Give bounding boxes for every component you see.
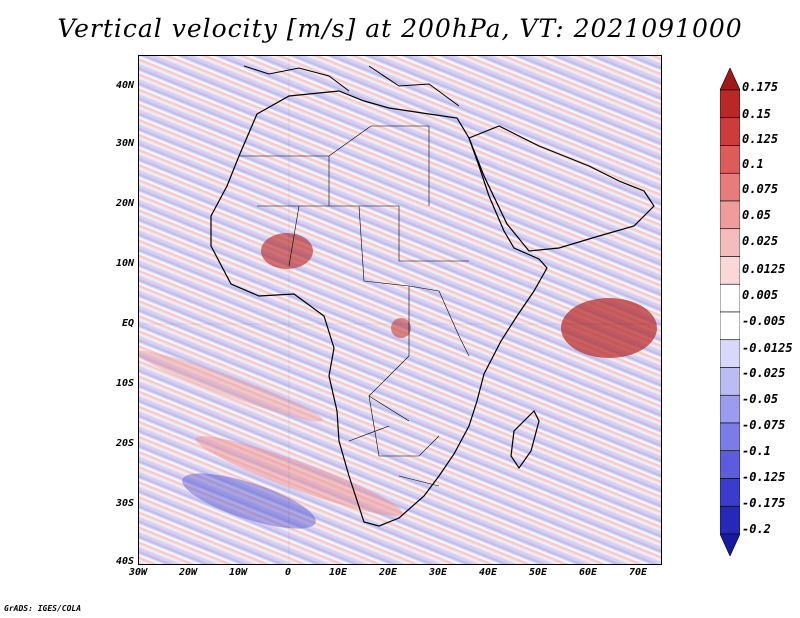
colorbar-swatch	[720, 367, 740, 396]
colorbar-swatch	[720, 283, 740, 313]
lon-label-0: 0	[284, 567, 292, 578]
lat-label-20n: 20N	[115, 198, 134, 209]
lon-label-10e: 10E	[328, 567, 348, 578]
colorbar-label: 0.15	[742, 107, 771, 121]
colorbar-swatch	[720, 339, 740, 368]
mediterranean-coast	[243, 65, 460, 107]
lat-label-30n: 30N	[115, 138, 134, 149]
colorbar-swatch	[720, 89, 740, 119]
lat-label-40s: 40S	[115, 556, 134, 567]
lon-label-20e: 20E	[378, 567, 398, 578]
madagascar-coastline	[510, 409, 540, 470]
field-updraft-west-africa	[261, 233, 313, 269]
colorbar-swatch	[720, 422, 740, 452]
grads-credit: GrADS: IGES/COLA	[4, 604, 82, 613]
colorbar-swatch	[720, 117, 740, 146]
colorbar-label: 0.0125	[742, 262, 786, 276]
colorbar-label: -0.175	[742, 496, 786, 510]
colorbar-label: -0.075	[742, 418, 786, 432]
colorbar-swatch	[720, 533, 740, 556]
colorbar-label: 0.075	[742, 182, 779, 196]
lat-label-10n: 10N	[115, 258, 134, 269]
map-graticule	[139, 56, 661, 564]
colorbar-label: 0.025	[742, 234, 779, 248]
colorbar-label: 0.175	[742, 80, 779, 94]
colorbar-swatch	[720, 394, 740, 424]
colorbar-label: -0.1	[742, 444, 771, 458]
lon-label-40e: 40E	[478, 567, 498, 578]
map-canvas	[139, 56, 661, 564]
country-borders	[239, 125, 470, 487]
colorbar-swatch	[720, 145, 740, 174]
velocity-map-panel	[138, 55, 662, 565]
field-positive-band-middle	[139, 350, 324, 422]
colorbar-swatch	[720, 505, 740, 535]
colorbar-label: -0.005	[742, 314, 786, 328]
lat-label-10s: 10S	[115, 378, 134, 389]
field-positive-band-south	[195, 436, 403, 516]
lat-label-30s: 30S	[115, 498, 134, 509]
field-updraft-east-africa	[391, 318, 411, 338]
colorbar-swatch	[720, 478, 740, 507]
lat-label-20s: 20S	[115, 438, 134, 449]
colorbar-label: -0.05	[742, 392, 779, 406]
colorbar-swatch	[720, 200, 740, 230]
colorbar	[720, 68, 740, 556]
colorbar-label: 0.05	[742, 208, 771, 222]
colorbar-swatch	[720, 311, 740, 341]
colorbar-label: -0.125	[742, 470, 786, 484]
field-downdraft-south	[182, 473, 316, 529]
lon-label-30e: 30E	[428, 567, 448, 578]
colorbar-swatch	[720, 68, 740, 91]
lon-label-10w: 10W	[228, 567, 248, 578]
colorbar-label: 0.125	[742, 132, 779, 146]
colorbar-label: 0.1	[742, 157, 764, 171]
lon-label-60e: 60E	[578, 567, 598, 578]
colorbar-label: -0.2	[742, 522, 771, 536]
map-title: Vertical velocity [m/s] at 200hPa, VT: 2…	[57, 14, 743, 43]
arabia-coastline	[468, 125, 655, 252]
lat-label-eq: EQ	[121, 318, 134, 329]
lat-label-40n: 40N	[115, 80, 134, 91]
colorbar-label: -0.0125	[742, 341, 793, 355]
lon-label-20w: 20W	[178, 567, 198, 578]
lon-label-70e: 70E	[628, 567, 648, 578]
colorbar-swatch	[720, 256, 740, 285]
lon-label-30w: 30W	[128, 567, 148, 578]
colorbar-label: 0.005	[742, 288, 779, 302]
lon-label-50e: 50E	[528, 567, 548, 578]
colorbar-label: -0.025	[742, 366, 786, 380]
colorbar-swatch	[720, 172, 740, 202]
colorbar-swatch	[720, 228, 740, 257]
africa-coastline	[210, 90, 548, 527]
colorbar-swatch	[720, 450, 740, 479]
field-updraft-arabian-sea	[561, 298, 657, 358]
